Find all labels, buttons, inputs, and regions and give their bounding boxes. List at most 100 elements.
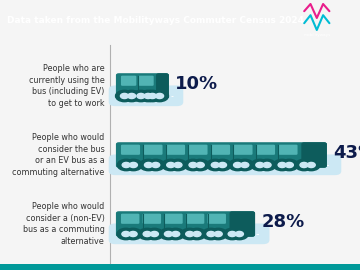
Circle shape [144, 90, 161, 102]
Circle shape [143, 231, 151, 237]
Circle shape [206, 159, 224, 171]
Circle shape [159, 228, 177, 240]
FancyBboxPatch shape [156, 73, 169, 99]
Circle shape [295, 159, 313, 171]
Circle shape [251, 159, 269, 171]
Circle shape [235, 231, 243, 237]
FancyBboxPatch shape [166, 145, 185, 155]
Circle shape [128, 93, 136, 99]
FancyBboxPatch shape [234, 145, 253, 155]
Circle shape [256, 163, 264, 168]
FancyBboxPatch shape [109, 224, 269, 244]
FancyBboxPatch shape [230, 211, 255, 237]
Text: People who are
currently using the
bus (including EV)
to get to work: People who are currently using the bus (… [29, 64, 104, 108]
Circle shape [151, 90, 168, 102]
Circle shape [150, 231, 158, 237]
Circle shape [129, 163, 138, 168]
Circle shape [230, 228, 248, 240]
Circle shape [278, 163, 286, 168]
Circle shape [169, 159, 187, 171]
Circle shape [258, 159, 276, 171]
Circle shape [165, 231, 172, 237]
FancyBboxPatch shape [116, 142, 327, 168]
Circle shape [202, 228, 220, 240]
Circle shape [196, 163, 204, 168]
Circle shape [300, 163, 308, 168]
FancyBboxPatch shape [121, 76, 136, 86]
Circle shape [307, 163, 315, 168]
Circle shape [121, 93, 129, 99]
Circle shape [280, 159, 298, 171]
Circle shape [132, 90, 150, 102]
FancyBboxPatch shape [121, 145, 140, 155]
Circle shape [139, 90, 157, 102]
Text: People who would
consider a (non-EV)
bus as a commuting
alternative: People who would consider a (non-EV) bus… [23, 202, 104, 246]
Circle shape [140, 159, 157, 171]
Circle shape [209, 228, 227, 240]
Circle shape [122, 231, 130, 237]
Circle shape [193, 231, 201, 237]
Text: mobilityways: mobilityways [303, 33, 330, 37]
Circle shape [116, 90, 133, 102]
Circle shape [145, 228, 163, 240]
Circle shape [189, 163, 197, 168]
FancyBboxPatch shape [143, 214, 161, 224]
Circle shape [191, 159, 209, 171]
Text: 28%: 28% [261, 213, 305, 231]
FancyBboxPatch shape [116, 73, 169, 99]
Circle shape [124, 228, 142, 240]
Circle shape [285, 163, 293, 168]
Circle shape [167, 163, 175, 168]
Text: People who would
consider the bus
or an EV bus as a
commuting alternative: People who would consider the bus or an … [12, 133, 104, 177]
Circle shape [263, 163, 271, 168]
Circle shape [123, 90, 140, 102]
Circle shape [219, 163, 226, 168]
Circle shape [138, 228, 156, 240]
Circle shape [228, 231, 236, 237]
FancyBboxPatch shape [109, 85, 183, 106]
FancyBboxPatch shape [116, 211, 255, 237]
Circle shape [144, 163, 153, 168]
FancyBboxPatch shape [109, 154, 341, 175]
Circle shape [156, 93, 163, 99]
Circle shape [144, 93, 152, 99]
FancyBboxPatch shape [0, 264, 360, 270]
Circle shape [186, 231, 194, 237]
Circle shape [223, 228, 241, 240]
Circle shape [167, 228, 185, 240]
Circle shape [172, 231, 180, 237]
Circle shape [302, 159, 320, 171]
Circle shape [152, 163, 160, 168]
Circle shape [181, 228, 199, 240]
Circle shape [207, 231, 215, 237]
FancyBboxPatch shape [138, 76, 154, 86]
Circle shape [174, 163, 182, 168]
FancyBboxPatch shape [211, 145, 230, 155]
FancyBboxPatch shape [143, 145, 163, 155]
Text: Data taken from the Mobilityways Commuter Census 2024: Data taken from the Mobilityways Commute… [7, 16, 304, 25]
Circle shape [162, 159, 180, 171]
FancyBboxPatch shape [164, 214, 183, 224]
Circle shape [234, 163, 242, 168]
Circle shape [188, 228, 206, 240]
Circle shape [184, 159, 202, 171]
Circle shape [148, 93, 156, 99]
FancyBboxPatch shape [186, 214, 204, 224]
Circle shape [273, 159, 291, 171]
FancyBboxPatch shape [301, 142, 327, 168]
Circle shape [117, 159, 135, 171]
Circle shape [147, 159, 165, 171]
FancyBboxPatch shape [256, 145, 275, 155]
FancyBboxPatch shape [279, 145, 298, 155]
Circle shape [122, 163, 130, 168]
Circle shape [117, 228, 135, 240]
FancyBboxPatch shape [189, 145, 208, 155]
Circle shape [213, 159, 231, 171]
FancyBboxPatch shape [121, 214, 139, 224]
Circle shape [236, 159, 254, 171]
Circle shape [241, 163, 249, 168]
Circle shape [125, 159, 142, 171]
Circle shape [137, 93, 145, 99]
Circle shape [211, 163, 219, 168]
Text: 43%: 43% [333, 144, 360, 162]
